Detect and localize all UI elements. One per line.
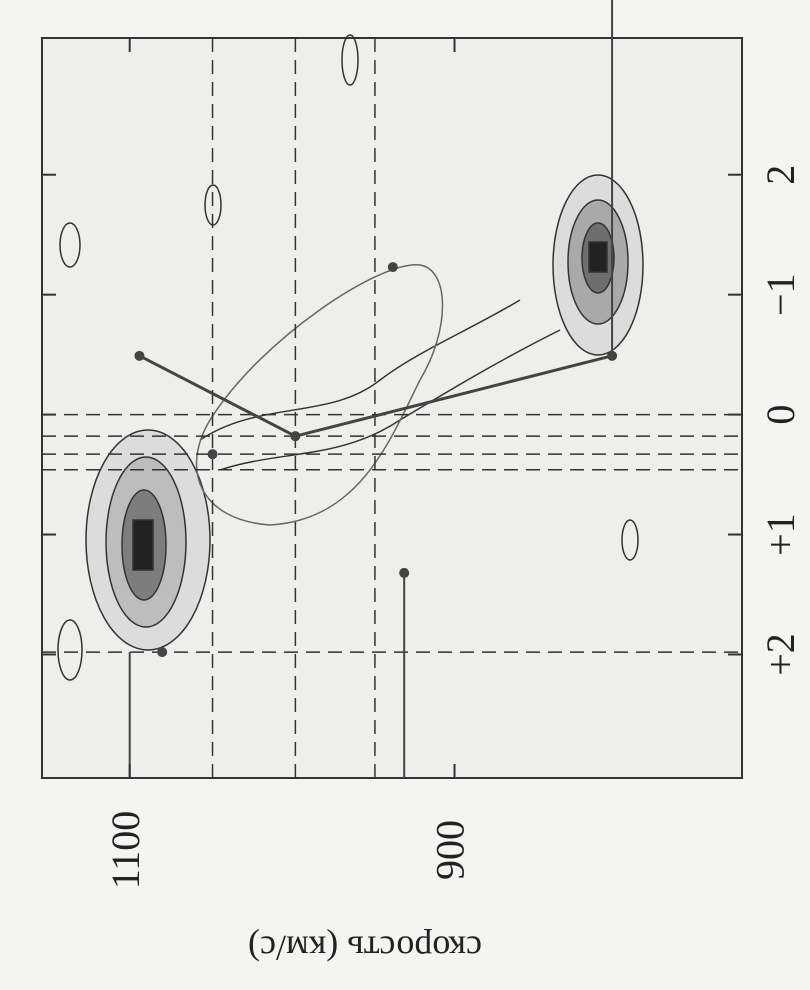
- point: [290, 431, 301, 442]
- data-layer: 1100 900 +2 +1 0 −1 2: [42, 0, 803, 889]
- plot-frame: [41, 37, 743, 779]
- point: [134, 350, 145, 361]
- point: [399, 567, 410, 578]
- x-tick-label: 1100: [103, 811, 148, 890]
- point: [207, 449, 218, 460]
- contour-core: [132, 519, 154, 571]
- y-tick-label: 0: [758, 405, 803, 425]
- contour: [59, 222, 81, 268]
- contour-core: [588, 241, 608, 273]
- contour: [199, 299, 521, 441]
- contour: [341, 34, 359, 86]
- contour: [621, 519, 639, 561]
- axis-label: скорость (км/с): [248, 929, 482, 969]
- x-tick-label: 900: [428, 820, 473, 880]
- point: [157, 647, 168, 658]
- point: [387, 262, 398, 273]
- y-tick-label: 2: [758, 165, 803, 185]
- y-tick-label: −1: [758, 273, 803, 316]
- contour: [57, 619, 83, 681]
- y-tick-label: +1: [758, 513, 803, 556]
- point: [607, 350, 618, 361]
- hand-drawn-loop: [195, 264, 444, 526]
- y-tick-label: +2: [758, 633, 803, 676]
